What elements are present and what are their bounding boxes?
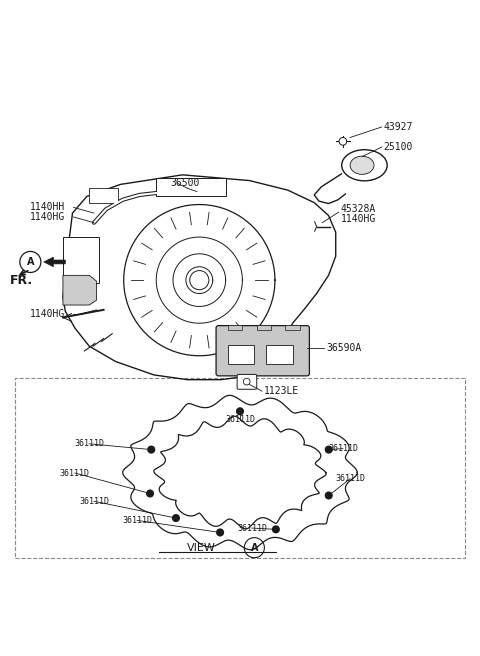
Text: 36111D: 36111D [328,444,358,453]
FancyBboxPatch shape [216,325,310,376]
Circle shape [273,526,279,533]
Text: 36111D: 36111D [237,523,267,533]
Text: A: A [26,257,34,267]
Text: 36111D: 36111D [60,468,90,478]
FancyArrowPatch shape [20,270,28,274]
Text: 36111D: 36111D [79,497,109,506]
Text: 45328A: 45328A [340,204,376,215]
Text: 36111D: 36111D [74,440,104,448]
Text: 36111D: 36111D [122,516,152,525]
Circle shape [325,446,332,453]
Bar [228,345,254,364]
Polygon shape [44,257,65,267]
Bar [286,325,300,331]
Ellipse shape [350,156,374,174]
Circle shape [237,408,243,415]
FancyBboxPatch shape [237,375,257,389]
Text: A: A [251,543,258,553]
Circle shape [339,138,347,145]
Circle shape [217,529,224,536]
Text: VIEW: VIEW [187,543,216,553]
Text: 36111D: 36111D [335,474,365,483]
Polygon shape [63,276,96,305]
Bar [266,345,293,364]
Circle shape [173,515,180,522]
Bar [156,178,226,196]
Bar [228,325,242,331]
Bar [15,379,465,558]
Text: 36500: 36500 [170,178,200,188]
Circle shape [325,492,332,499]
Text: 1123LE: 1123LE [264,386,299,396]
Text: 1140HG: 1140HG [29,308,65,319]
Text: 1140HG: 1140HG [29,212,65,222]
Text: 36111D: 36111D [225,415,255,424]
Bar [63,237,99,283]
Bar [257,325,271,331]
Text: 25100: 25100 [384,142,413,152]
Circle shape [147,490,154,497]
Text: 1140HG: 1140HG [340,214,376,224]
Circle shape [148,446,155,453]
Text: FR.: FR. [10,274,34,287]
Circle shape [190,270,209,290]
Text: 43927: 43927 [384,122,413,132]
Text: 1140HH: 1140HH [29,203,65,213]
Text: 36590A: 36590A [326,343,361,353]
Bar [89,188,118,203]
Ellipse shape [342,150,387,181]
